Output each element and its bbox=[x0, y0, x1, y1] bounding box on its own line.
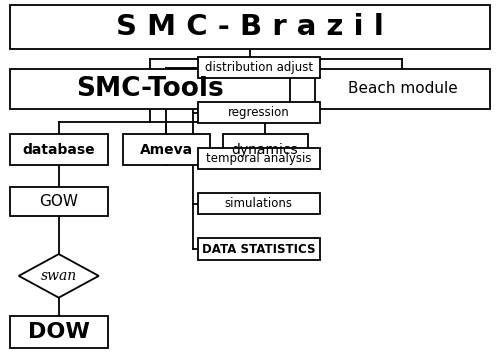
Text: temporal analysis: temporal analysis bbox=[206, 152, 312, 165]
Text: DATA STATISTICS: DATA STATISTICS bbox=[202, 242, 316, 256]
Text: simulations: simulations bbox=[225, 197, 293, 210]
FancyBboxPatch shape bbox=[198, 148, 320, 169]
Text: dynamics: dynamics bbox=[232, 143, 298, 157]
FancyBboxPatch shape bbox=[222, 134, 308, 165]
FancyBboxPatch shape bbox=[315, 69, 490, 109]
FancyBboxPatch shape bbox=[10, 187, 108, 216]
Text: SMC-Tools: SMC-Tools bbox=[76, 76, 224, 102]
Polygon shape bbox=[18, 254, 99, 298]
FancyBboxPatch shape bbox=[10, 134, 108, 165]
FancyBboxPatch shape bbox=[10, 316, 108, 348]
FancyBboxPatch shape bbox=[198, 193, 320, 214]
FancyBboxPatch shape bbox=[10, 69, 290, 109]
Text: regression: regression bbox=[228, 106, 290, 119]
Text: DOW: DOW bbox=[28, 322, 90, 342]
Text: S M C - B r a z i l: S M C - B r a z i l bbox=[116, 13, 384, 41]
Text: GOW: GOW bbox=[40, 194, 78, 209]
FancyBboxPatch shape bbox=[122, 134, 210, 165]
Text: database: database bbox=[22, 143, 95, 157]
FancyBboxPatch shape bbox=[198, 102, 320, 123]
Text: swan: swan bbox=[40, 269, 77, 283]
FancyBboxPatch shape bbox=[10, 5, 490, 49]
Text: distribution adjust: distribution adjust bbox=[204, 61, 313, 74]
Text: Ameva: Ameva bbox=[140, 143, 193, 157]
Text: Beach module: Beach module bbox=[348, 81, 458, 97]
FancyBboxPatch shape bbox=[198, 57, 320, 78]
FancyBboxPatch shape bbox=[198, 238, 320, 260]
